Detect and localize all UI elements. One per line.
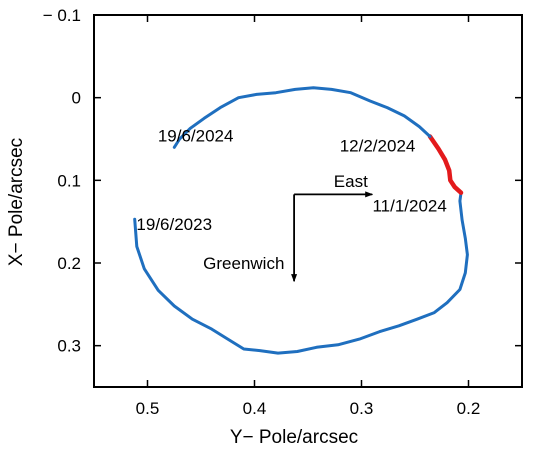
x-tick-label: 0.2 bbox=[457, 399, 481, 418]
x-tick-label: 0.4 bbox=[243, 399, 267, 418]
series-line-1 bbox=[427, 134, 464, 195]
annotation-east: East bbox=[334, 172, 368, 191]
annotation-12-2-2024: 12/2/2024 bbox=[340, 136, 416, 155]
annotation-19-6-2023: 19/6/2023 bbox=[136, 215, 212, 234]
y-axis-title: X− Pole/arcsec bbox=[6, 138, 27, 266]
series-line-2 bbox=[172, 86, 432, 149]
y-tick-label: 0.2 bbox=[57, 254, 81, 273]
x-tick-label: 0.3 bbox=[350, 399, 374, 418]
y-tick-label: − 0.1 bbox=[43, 6, 81, 25]
y-tick-label: 0.1 bbox=[57, 171, 81, 190]
annotation-11-1-2024: 11/1/2024 bbox=[372, 197, 446, 216]
y-tick-label: 0.3 bbox=[57, 337, 81, 356]
plot-area: 0.5 0.4 0.3 0.2 − 0.1 0 0.1 0.2 0.3 19/6/2024 12/2… bbox=[43, 6, 523, 418]
x-tick-label: 0.5 bbox=[136, 399, 160, 418]
x-axis-title: Y− Pole/arcsec bbox=[230, 427, 358, 448]
y-tick-label: 0 bbox=[72, 89, 81, 108]
annotation-greenwich: Greenwich bbox=[203, 254, 284, 273]
series-line-0 bbox=[133, 191, 469, 355]
plot-frame bbox=[93, 14, 523, 388]
annotation-19-6-2024: 19/6/2024 bbox=[158, 126, 234, 145]
